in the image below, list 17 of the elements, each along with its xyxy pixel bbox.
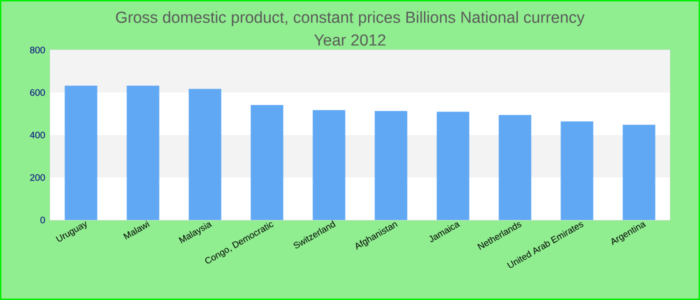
chart-subtitle: Year 2012 — [314, 34, 386, 46]
bar — [498, 114, 532, 220]
y-tick-label: 0 — [40, 216, 45, 224]
bar — [374, 110, 408, 220]
bar — [622, 124, 656, 220]
y-tick-label: 200 — [30, 174, 45, 181]
bar — [560, 121, 594, 220]
chart-title: Gross domestic product, constant prices Billions National currency — [116, 11, 585, 26]
bar — [250, 104, 284, 220]
y-tick-label: 600 — [30, 89, 45, 96]
y-tick-label: 800 — [30, 46, 45, 54]
bar — [64, 86, 98, 220]
bar — [126, 86, 160, 220]
y-tick-label: 400 — [30, 132, 45, 138]
bar — [436, 112, 470, 220]
bar — [188, 88, 222, 220]
bar — [312, 110, 346, 220]
